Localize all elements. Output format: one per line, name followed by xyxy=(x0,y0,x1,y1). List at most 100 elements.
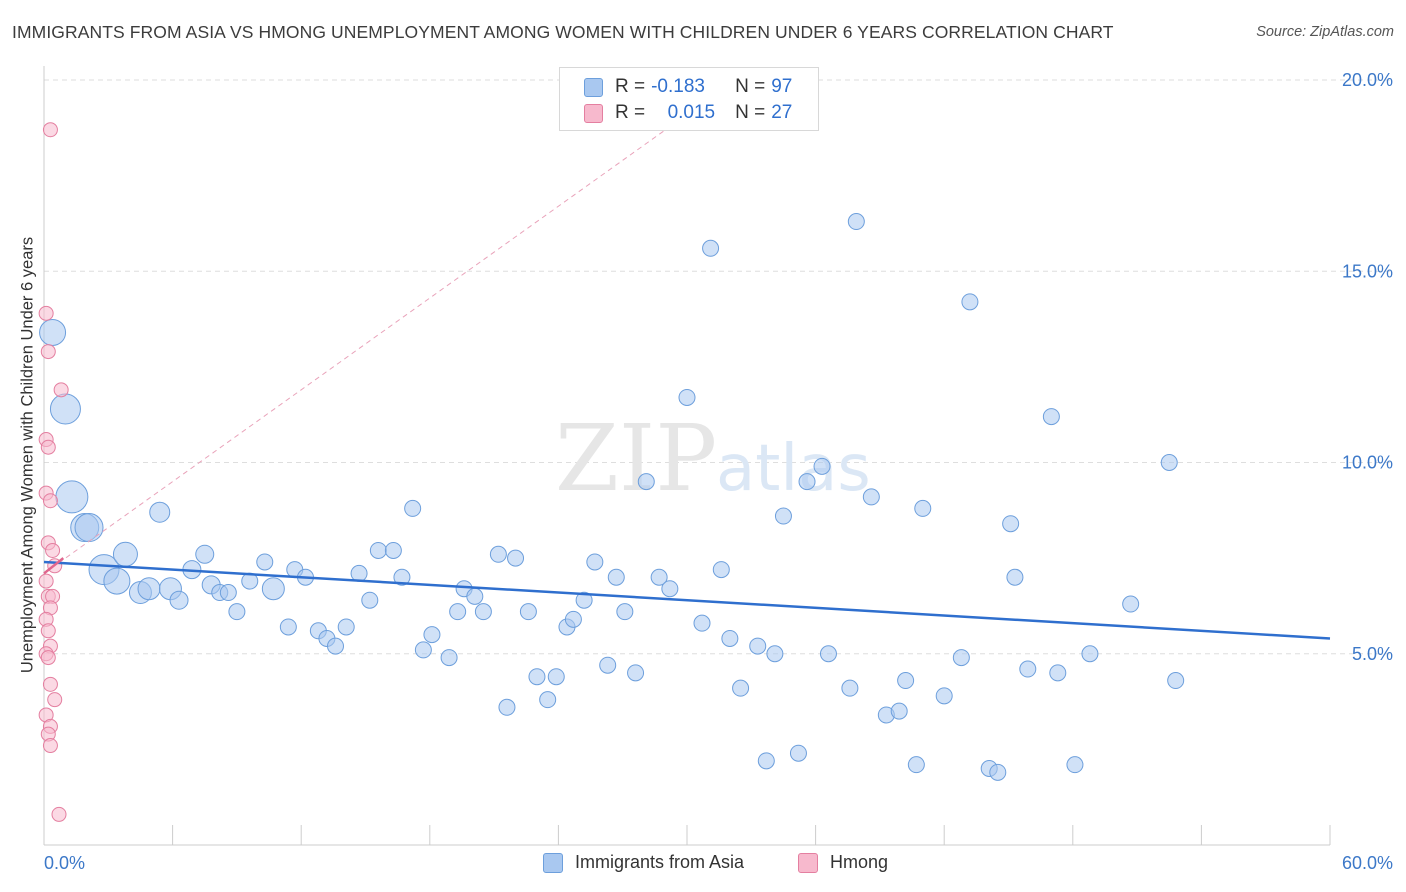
asia-point xyxy=(813,457,831,475)
watermark-zip: ZIP xyxy=(555,405,717,512)
asia-point xyxy=(440,649,458,667)
hmong-point xyxy=(45,542,61,558)
legend-r-label: R = xyxy=(615,76,646,97)
asia-point xyxy=(819,645,837,663)
asia-point xyxy=(507,549,525,567)
asia-point xyxy=(149,501,171,523)
y-tick-label: 15.0% xyxy=(1342,261,1393,281)
legend-r-value-hmong: 0.015 xyxy=(667,102,716,123)
hmong-point xyxy=(42,122,58,138)
bottom-legend-label-asia: Immigrants from Asia xyxy=(575,852,745,872)
asia-point xyxy=(169,590,189,610)
asia-point xyxy=(847,213,865,231)
asia-point xyxy=(757,752,775,770)
legend-swatch-hmong xyxy=(584,103,603,123)
asia-point xyxy=(702,239,720,257)
asia-point xyxy=(261,577,285,601)
bottom-legend-hmong: Hmong xyxy=(798,852,888,873)
bottom-legend-label-hmong: Hmong xyxy=(830,852,889,872)
legend-row-hmong: R = 0.015 N = 27 xyxy=(584,101,792,125)
asia-point xyxy=(55,480,89,514)
asia-point xyxy=(599,656,617,674)
chart-title: IMMIGRANTS FROM ASIA VS HMONG UNEMPLOYME… xyxy=(12,22,1114,42)
asia-point xyxy=(103,567,131,595)
asia-point xyxy=(586,553,604,571)
bottom-legend-asia: Immigrants from Asia xyxy=(543,852,744,873)
asia-point xyxy=(279,618,297,636)
asia-point xyxy=(361,591,379,609)
asia-point xyxy=(1066,756,1084,774)
hmong-trend-line xyxy=(43,557,65,575)
hmong-point xyxy=(40,439,56,455)
asia-point xyxy=(650,568,668,586)
bottom-legend-swatch-hmong xyxy=(798,852,818,873)
asia-point xyxy=(539,691,557,709)
hmong-point xyxy=(40,623,56,639)
y-tick-label: 20.0% xyxy=(1342,70,1393,90)
y-axis-label: Unemployment Among Women with Children U… xyxy=(18,236,37,674)
hmong-point xyxy=(47,692,63,708)
watermark-atlas: atlas xyxy=(716,432,871,506)
asia-point xyxy=(661,580,679,598)
asia-point xyxy=(897,672,915,690)
legend-r-label: R = xyxy=(615,102,646,123)
asia-point xyxy=(1006,568,1024,586)
asia-point xyxy=(749,637,767,655)
asia-point xyxy=(961,293,979,311)
y-tick-label: 10.0% xyxy=(1342,453,1393,473)
asia-point xyxy=(693,614,711,632)
asia-point xyxy=(712,561,730,579)
legend-n-value-asia: 97 xyxy=(771,76,793,97)
asia-point xyxy=(1081,645,1099,663)
asia-point xyxy=(989,763,1007,781)
asia-point xyxy=(890,702,908,720)
x-tick-label: 0.0% xyxy=(44,853,85,873)
asia-point xyxy=(616,603,634,621)
asia-point xyxy=(1049,664,1067,682)
hmong-point xyxy=(42,738,58,754)
asia-point xyxy=(474,603,492,621)
asia-point xyxy=(449,603,467,621)
asia-point xyxy=(466,587,484,605)
asia-point xyxy=(841,679,859,697)
legend-n-label: N = xyxy=(735,76,766,97)
asia-point xyxy=(39,318,67,346)
asia-point xyxy=(935,687,953,705)
asia-point xyxy=(393,568,411,586)
asia-point xyxy=(627,664,645,682)
y-tick-label: 5.0% xyxy=(1352,644,1393,664)
asia-point xyxy=(423,626,441,644)
hmong-point xyxy=(42,493,58,509)
watermark: ZIP atlas xyxy=(555,405,871,512)
asia-point xyxy=(49,393,81,425)
asia-point xyxy=(219,584,237,602)
points-layer xyxy=(38,122,1185,822)
asia-point xyxy=(952,649,970,667)
asia-point xyxy=(732,679,750,697)
asia-point xyxy=(498,698,516,716)
hmong-point xyxy=(51,806,67,822)
legend-n-label: N = xyxy=(735,102,766,123)
asia-point xyxy=(326,637,344,655)
asia-point xyxy=(1160,454,1178,471)
hmong-point xyxy=(53,382,69,398)
asia-point xyxy=(575,591,593,609)
asia-point xyxy=(914,499,932,517)
asia-point xyxy=(907,756,925,774)
hmong-point xyxy=(40,650,56,666)
legend-r-value-asia: -0.183 xyxy=(651,76,705,97)
asia-point xyxy=(74,513,104,543)
legend: R = -0.183 N = 97 R = 0.015 N = 27 xyxy=(559,67,819,131)
asia-point xyxy=(195,544,215,564)
asia-point xyxy=(256,553,274,571)
legend-swatch-asia xyxy=(584,77,603,97)
asia-trend-line xyxy=(43,560,1331,640)
asia-point xyxy=(228,603,246,621)
asia-point xyxy=(798,473,816,491)
asia-point xyxy=(678,388,696,406)
asia-point xyxy=(414,641,432,659)
asia-point xyxy=(337,618,355,636)
hmong-point xyxy=(42,676,58,692)
hmong-trend-extension xyxy=(43,83,731,574)
